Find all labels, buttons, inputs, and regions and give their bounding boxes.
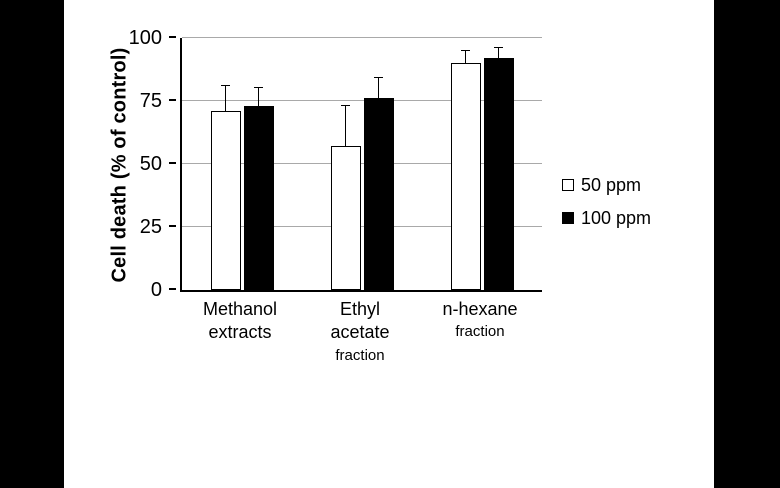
x-axis-labels: Methanol extracts Ethyl acetate fraction n-he… (180, 298, 540, 366)
y-axis-ticks: 0 25 50 75 100 (64, 28, 176, 300)
y-tick-label-0: 0 (150, 279, 162, 301)
x-label-line: acetate (330, 322, 390, 343)
error-bar-cap (340, 105, 350, 107)
y-tick-label-75: 75 (139, 90, 162, 112)
bar-50ppm-group2 (330, 146, 361, 290)
x-label-line: Methanol (202, 299, 278, 319)
legend-label-100ppm: 100 ppm (581, 208, 652, 228)
error-bar-cap (460, 49, 470, 51)
bar-50ppm-group3 (450, 63, 481, 290)
y-tick-mark-0 (169, 288, 176, 290)
error-bar-50ppm-group1 (220, 84, 230, 112)
bar-group-3 (422, 38, 542, 290)
x-label-line: extracts (208, 322, 272, 343)
bar-100ppm-group3 (483, 58, 514, 290)
error-bar-50ppm-group3 (460, 49, 470, 64)
plot-area (180, 37, 542, 292)
legend-item-50ppm: 50 ppm (562, 176, 651, 194)
legend: 50 ppm 100 ppm (562, 176, 651, 227)
error-bar-100ppm-group1 (253, 87, 263, 107)
x-label-group1: Methanol extracts (180, 298, 300, 366)
bar-slot-50ppm-group2 (330, 38, 361, 290)
x-label-line: n-hexane (442, 299, 518, 319)
error-bar-cap (373, 77, 383, 79)
error-bar-50ppm-group2 (340, 105, 350, 147)
bar-slot-50ppm-group1 (210, 38, 241, 290)
error-bar-100ppm-group2 (373, 77, 383, 99)
bar-50ppm-group1 (210, 111, 241, 290)
bar-100ppm-group1 (243, 106, 274, 290)
y-tick-label-25: 25 (139, 216, 162, 238)
x-label-subline: fraction (455, 323, 505, 341)
bar-100ppm-group2 (363, 98, 394, 290)
bar-slot-50ppm-group3 (450, 38, 481, 290)
gridline-25 (182, 226, 542, 227)
bar-group-2 (302, 38, 422, 290)
error-bar-100ppm-group3 (493, 47, 503, 59)
error-bar-cap (493, 47, 503, 49)
y-tick-label-100: 100 (128, 27, 162, 49)
bar-groups (182, 38, 542, 290)
bar-slot-100ppm-group2 (363, 38, 394, 290)
legend-label-50ppm: 50 ppm (581, 175, 642, 195)
x-label-line: Ethyl (339, 299, 381, 319)
y-tick-label-50: 50 (139, 153, 162, 175)
error-bar-cap (220, 84, 230, 86)
chart-canvas: Cell death (% of control) 0 25 50 75 100 Met… (64, 0, 714, 488)
error-bar-cap (253, 87, 263, 89)
y-tick-mark-100 (169, 36, 176, 38)
legend-swatch-50ppm-icon (562, 179, 574, 191)
y-tick-mark-25 (169, 225, 176, 227)
legend-swatch-100ppm-icon (562, 212, 574, 224)
bar-slot-100ppm-group3 (483, 38, 514, 290)
bar-group-1 (182, 38, 302, 290)
legend-item-100ppm: 100 ppm (562, 209, 651, 227)
x-label-subline: fraction (335, 346, 385, 364)
bar-slot-100ppm-group1 (243, 38, 274, 290)
y-tick-mark-50 (169, 162, 176, 164)
x-label-group2: Ethyl acetate fraction (300, 298, 420, 366)
gridline-75 (182, 100, 542, 101)
y-tick-mark-75 (169, 99, 176, 101)
gridline-100 (182, 37, 542, 38)
gridline-50 (182, 163, 542, 164)
x-label-group3: n-hexane fraction (420, 298, 540, 366)
